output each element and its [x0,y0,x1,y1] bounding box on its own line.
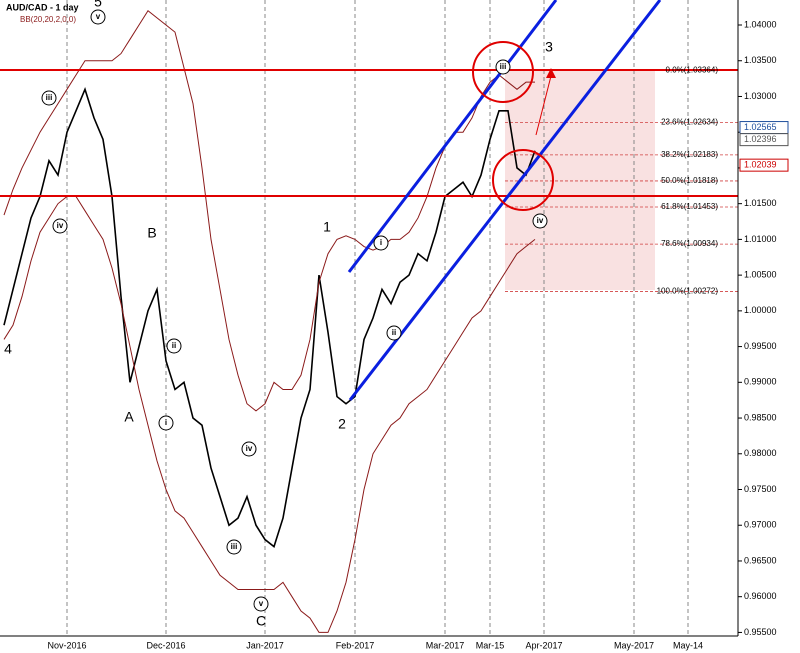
channel-top [347,0,558,273]
x-tick-label: Mar-2017 [426,640,465,650]
y-tick-label: 0.99500 [744,341,777,351]
y-tick-label: 1.00000 [744,305,777,315]
subwave-label: iv [537,216,544,225]
band-line [3,196,536,633]
subwave-label: i [380,238,382,247]
y-tick-label: 0.97500 [744,484,777,494]
highlight-circle [472,41,534,103]
drawings [0,0,739,637]
y-tick-label: 0.96000 [744,591,777,601]
price-marker [739,158,789,172]
subwave-label: v [96,12,101,21]
channel-bottom [348,0,662,401]
wave-label: 5 [94,0,102,10]
indicator-label: BB(20,20,2,0,0) [20,15,76,24]
subwave-marker [241,441,257,457]
fib-zone [505,70,655,290]
subwave-marker [253,596,269,612]
fib-label: 23.6%(1.02634) [661,118,718,127]
price-marker [739,133,789,147]
subwave-marker [166,338,182,354]
price-marker-label: 1.02039 [744,160,777,170]
y-tick-label: 1.01000 [744,234,777,244]
y-tick-label: 0.97000 [744,520,777,530]
chart-title: AUD/CAD - 1 day [6,2,79,12]
y-tick-label: 1.04000 [744,19,777,29]
x-tick-label: Nov-2016 [47,640,86,650]
fib-label: 61.8%(1.01453) [661,202,718,211]
subwave-label: iii [231,542,238,551]
wave-label: 1 [323,219,331,235]
subwave-marker [41,90,57,106]
subwave-marker [495,59,511,75]
subwave-marker [386,325,402,341]
subwave-label: iv [246,444,253,453]
wave-label: 3 [545,39,553,55]
subwave-label: i [165,418,167,427]
x-tick-label: Apr-2017 [525,640,562,650]
y-tick-label: 0.96500 [744,555,777,565]
subwave-marker [532,213,548,229]
y-tick-label: 0.98000 [744,448,777,458]
y-tick-label: 0.99000 [744,377,777,387]
x-tick-label: Dec-2016 [146,640,185,650]
x-tick-label: May-2017 [614,640,654,650]
subwave-marker [52,218,68,234]
arrow-head [546,68,556,78]
x-tick-label: Feb-2017 [336,640,375,650]
price-marker-label: 1.02565 [744,122,777,132]
y-tick-label: 0.98500 [744,412,777,422]
fib-label: 0.0%(1.03364) [666,66,719,75]
subwave-marker [226,539,242,555]
subwave-label: iii [46,93,53,102]
subwave-marker [373,235,389,251]
y-tick-label: 1.01500 [744,198,777,208]
y-tick-label: 1.00500 [744,269,777,279]
y-tick-label: 1.03000 [744,91,777,101]
x-tick-label: Jan-2017 [246,640,284,650]
fib-label: 78.6%(1.00934) [661,239,718,248]
wave-label: A [124,409,134,425]
grid [66,0,742,636]
wave-label: C [256,613,266,629]
subwave-label: iv [57,221,64,230]
subwave-label: v [259,599,264,608]
wave-label: 4 [4,341,12,357]
subwave-marker [158,415,174,431]
x-tick-label: Mar-15 [476,640,505,650]
y-tick-label: 0.95500 [744,627,777,637]
subwave-marker [90,9,106,25]
subwave-label: ii [392,328,396,337]
y-tick-label: 1.03500 [744,55,777,65]
projection-arrow [535,75,552,136]
highlight-circle [492,149,554,211]
subwave-label: iii [500,62,507,71]
price-marker-label: 1.02396 [744,134,777,144]
fib-label: 100.0%(1.00272) [657,287,719,296]
subwave-label: ii [172,341,176,350]
x-tick-label: May-14 [673,640,703,650]
wave-label: B [147,225,156,241]
wave-label: 2 [338,416,346,432]
fib-label: 50.0%(1.01818) [661,176,718,185]
fib-label: 38.2%(1.02183) [661,150,718,159]
